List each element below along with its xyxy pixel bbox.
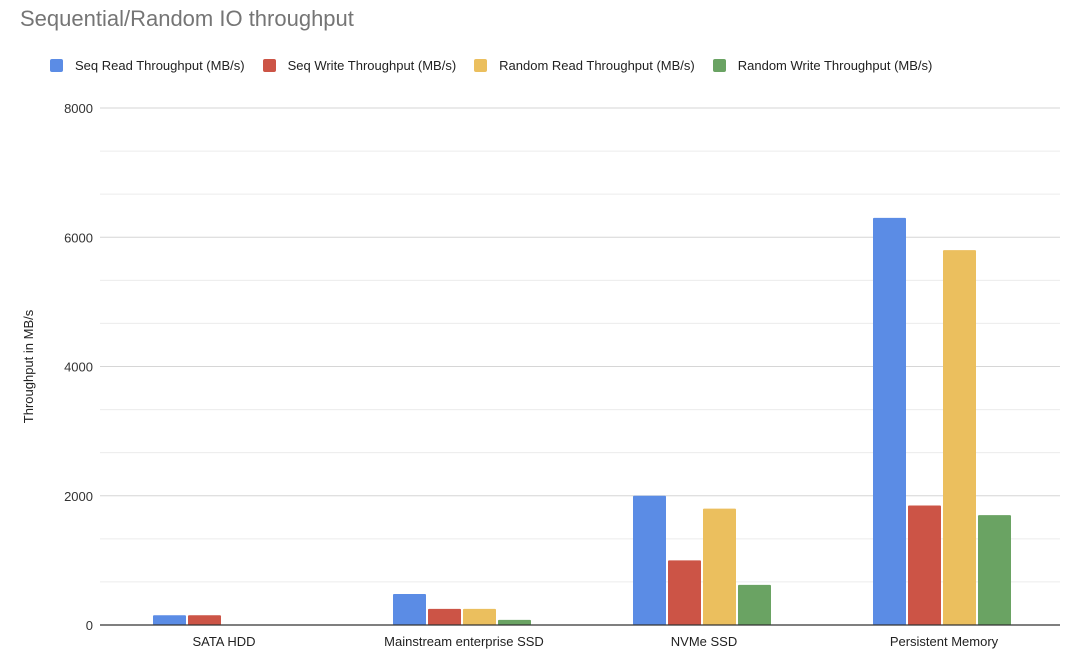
bar [393, 593, 426, 625]
legend-label: Random Read Throughput (MB/s) [499, 58, 695, 73]
bar [633, 495, 666, 625]
bar [428, 608, 461, 625]
bar [668, 560, 701, 625]
x-tick-label: SATA HDD [192, 634, 255, 649]
y-tick-label: 8000 [64, 101, 93, 116]
chart-title: Sequential/Random IO throughput [20, 6, 354, 31]
y-tick-label: 2000 [64, 489, 93, 504]
legend-swatch [50, 59, 63, 72]
legend-swatch [474, 59, 488, 72]
bar [738, 584, 771, 625]
x-tick-label: NVMe SSD [671, 634, 737, 649]
legend-label: Seq Write Throughput (MB/s) [287, 58, 457, 73]
bar [188, 615, 221, 625]
legend-item: Seq Write Throughput (MB/s) [262, 58, 457, 73]
bar [908, 505, 941, 625]
bar [978, 515, 1011, 625]
legend-item: Random Write Throughput (MB/s) [712, 58, 933, 73]
x-tick-label: Mainstream enterprise SSD [384, 634, 544, 649]
y-tick-label: 4000 [64, 360, 93, 375]
legend-label: Random Write Throughput (MB/s) [737, 58, 933, 73]
legend: Seq Read Throughput (MB/s) Seq Write Thro… [50, 58, 932, 73]
x-tick-label: Persistent Memory [890, 634, 999, 649]
bar [703, 508, 736, 625]
bar [463, 608, 496, 625]
y-tick-label: 6000 [64, 230, 93, 245]
bar [153, 615, 186, 625]
legend-label: Seq Read Throughput (MB/s) [75, 58, 245, 73]
legend-item: Seq Read Throughput (MB/s) [50, 58, 245, 73]
bar [943, 250, 976, 626]
bar [498, 619, 531, 625]
legend-swatch [262, 59, 276, 72]
legend-swatch [712, 59, 726, 72]
bar [873, 217, 906, 626]
legend-item: Random Read Throughput (MB/s) [474, 58, 695, 73]
y-axis-label: Throughput in MB/s [21, 309, 36, 423]
y-tick-label: 0 [86, 618, 93, 633]
